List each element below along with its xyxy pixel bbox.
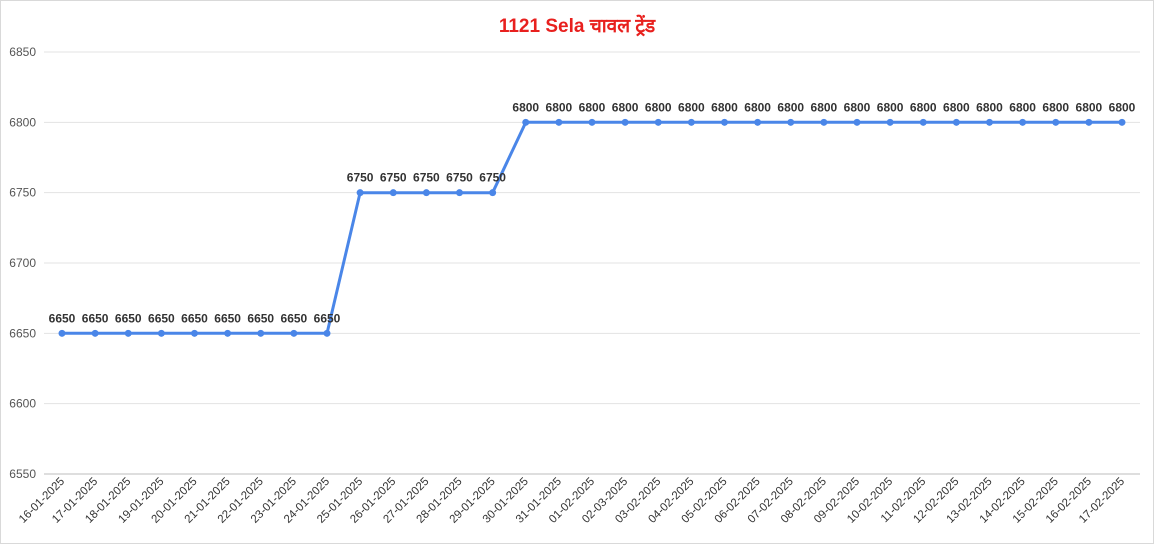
data-point — [919, 118, 927, 126]
data-point — [621, 118, 629, 126]
data-point — [489, 189, 497, 197]
data-point — [58, 329, 66, 337]
data-point — [986, 118, 993, 126]
data-label: 6800 — [711, 100, 738, 114]
data-point — [721, 118, 728, 126]
data-label: 6750 — [446, 171, 473, 185]
data-point — [820, 118, 828, 126]
y-tick-label: 6700 — [9, 256, 36, 270]
data-point — [191, 329, 198, 337]
data-label: 6800 — [1042, 100, 1069, 114]
data-point — [787, 118, 795, 126]
data-point — [290, 329, 298, 337]
data-point — [124, 329, 132, 337]
data-point — [157, 329, 165, 337]
data-label: 6750 — [380, 171, 407, 185]
data-point — [1052, 118, 1060, 126]
y-axis-ticks: 6550 6600 6650 6700 6750 6800 6850 — [9, 45, 36, 481]
data-point — [356, 189, 364, 197]
data-label: 6800 — [910, 100, 937, 114]
data-label: 6800 — [512, 100, 539, 114]
data-label: 6800 — [612, 100, 639, 114]
y-tick-label: 6850 — [9, 45, 36, 59]
data-point — [1118, 118, 1126, 126]
data-point — [389, 189, 397, 197]
data-point — [257, 329, 265, 337]
data-point — [224, 329, 232, 337]
y-tick-label: 6600 — [9, 397, 36, 411]
data-label: 6800 — [844, 100, 871, 114]
data-label: 6650 — [115, 311, 142, 325]
data-label: 6800 — [546, 100, 573, 114]
data-point — [588, 118, 596, 126]
data-labels: 6650 6650 6650 6650 6650 6650 6650 6650 6650 6750… — [49, 100, 1136, 325]
data-point — [952, 118, 960, 126]
data-label: 6800 — [877, 100, 904, 114]
data-point — [1085, 118, 1093, 126]
data-point — [456, 189, 463, 197]
data-label: 6650 — [82, 311, 109, 325]
data-point — [1019, 118, 1027, 126]
data-label: 6800 — [976, 100, 1003, 114]
data-point — [754, 118, 762, 126]
series-line — [62, 120, 1122, 335]
series-points — [58, 118, 1126, 337]
data-point — [687, 118, 695, 126]
data-label: 6800 — [744, 100, 771, 114]
data-label: 6800 — [943, 100, 970, 114]
data-label: 6750 — [347, 171, 374, 185]
data-label: 6650 — [181, 311, 208, 325]
data-label: 6800 — [678, 100, 705, 114]
data-point — [886, 118, 894, 126]
data-label: 6750 — [479, 171, 506, 185]
data-point — [555, 118, 563, 126]
data-point — [522, 118, 530, 126]
y-tick-label: 6650 — [9, 326, 36, 340]
data-label: 6800 — [1076, 100, 1103, 114]
data-point — [91, 329, 99, 337]
data-point — [323, 329, 331, 337]
series-line-path — [62, 120, 1122, 335]
gridlines — [44, 51, 1140, 475]
data-label: 6800 — [1109, 100, 1136, 114]
data-label: 6800 — [777, 100, 804, 114]
y-tick-label: 6800 — [9, 115, 36, 129]
data-label: 6650 — [314, 311, 341, 325]
data-label: 6750 — [413, 171, 440, 185]
data-label: 6650 — [214, 311, 241, 325]
data-label: 6650 — [148, 311, 175, 325]
data-point — [853, 118, 861, 126]
x-axis-ticks: 16-01-202517-01-202518-01-202519-01-2025… — [17, 476, 1127, 526]
y-tick-label: 6550 — [9, 467, 36, 481]
data-label: 6650 — [281, 311, 308, 325]
data-label: 6800 — [811, 100, 838, 114]
y-tick-label: 6750 — [9, 186, 36, 200]
data-label: 6650 — [49, 311, 76, 325]
data-label: 6650 — [247, 311, 274, 325]
data-point — [654, 118, 662, 126]
chart-title: 1121 Sela चावल ट्रेंड — [498, 16, 656, 37]
data-point — [422, 189, 430, 197]
data-label: 6800 — [1009, 100, 1036, 114]
data-label: 6800 — [645, 100, 672, 114]
data-label: 6800 — [579, 100, 606, 114]
